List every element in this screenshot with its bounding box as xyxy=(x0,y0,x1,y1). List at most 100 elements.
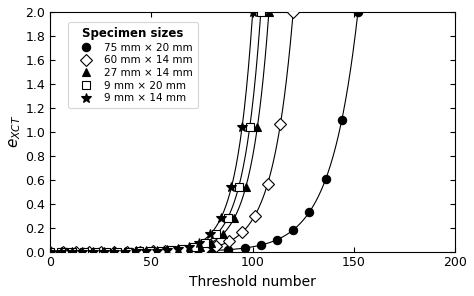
9 mm × 20 mm xyxy=(103,250,109,253)
75 mm × 20 mm xyxy=(145,250,150,253)
9 mm × 20 mm xyxy=(92,250,98,253)
27 mm × 14 mm xyxy=(59,250,64,253)
9 mm × 14 mm xyxy=(111,250,117,253)
27 mm × 14 mm xyxy=(139,250,145,253)
60 mm × 14 mm xyxy=(150,250,155,253)
9 mm × 14 mm xyxy=(143,250,149,253)
9 mm × 20 mm xyxy=(258,10,264,14)
60 mm × 14 mm xyxy=(252,214,258,217)
9 mm × 14 mm xyxy=(122,250,128,253)
Line: 27 mm × 14 mm: 27 mm × 14 mm xyxy=(46,8,273,256)
X-axis label: Threshold number: Threshold number xyxy=(189,275,316,289)
75 mm × 20 mm xyxy=(161,250,166,253)
60 mm × 14 mm xyxy=(201,247,207,250)
60 mm × 14 mm xyxy=(73,250,79,253)
60 mm × 14 mm xyxy=(188,248,194,252)
27 mm × 14 mm xyxy=(266,10,272,14)
27 mm × 14 mm xyxy=(185,247,191,251)
75 mm × 20 mm xyxy=(64,250,69,253)
27 mm × 14 mm xyxy=(82,250,88,253)
75 mm × 20 mm xyxy=(177,250,182,253)
60 mm × 14 mm xyxy=(124,250,130,253)
75 mm × 20 mm xyxy=(258,243,264,247)
9 mm × 14 mm xyxy=(239,126,245,129)
27 mm × 14 mm xyxy=(71,250,76,253)
75 mm × 20 mm xyxy=(274,238,280,242)
60 mm × 14 mm xyxy=(175,249,181,252)
60 mm × 14 mm xyxy=(239,231,245,234)
9 mm × 14 mm xyxy=(47,250,53,253)
60 mm × 14 mm xyxy=(278,123,283,126)
75 mm × 20 mm xyxy=(112,250,118,253)
Line: 9 mm × 20 mm: 9 mm × 20 mm xyxy=(46,8,265,256)
9 mm × 20 mm xyxy=(225,216,230,220)
9 mm × 14 mm xyxy=(228,186,234,189)
9 mm × 14 mm xyxy=(186,245,191,249)
9 mm × 14 mm xyxy=(218,217,224,220)
75 mm × 20 mm xyxy=(47,250,53,253)
9 mm × 14 mm xyxy=(207,233,213,236)
60 mm × 14 mm xyxy=(227,240,232,243)
9 mm × 20 mm xyxy=(247,126,253,129)
9 mm × 20 mm xyxy=(169,249,175,252)
9 mm × 20 mm xyxy=(236,185,241,189)
75 mm × 20 mm xyxy=(128,250,134,253)
Line: 60 mm × 14 mm: 60 mm × 14 mm xyxy=(46,8,297,256)
75 mm × 20 mm xyxy=(242,246,247,250)
Line: 9 mm × 14 mm: 9 mm × 14 mm xyxy=(46,7,257,257)
27 mm × 14 mm xyxy=(128,250,134,253)
Line: 75 mm × 20 mm: 75 mm × 20 mm xyxy=(46,8,362,256)
9 mm × 14 mm xyxy=(90,250,96,253)
27 mm × 14 mm xyxy=(220,232,226,236)
9 mm × 14 mm xyxy=(58,250,64,253)
75 mm × 20 mm xyxy=(80,250,85,253)
9 mm × 14 mm xyxy=(69,250,74,253)
60 mm × 14 mm xyxy=(99,250,104,253)
9 mm × 20 mm xyxy=(202,241,208,244)
75 mm × 20 mm xyxy=(96,250,102,253)
27 mm × 14 mm xyxy=(255,125,260,129)
9 mm × 14 mm xyxy=(197,241,202,244)
9 mm × 20 mm xyxy=(181,247,186,251)
9 mm × 14 mm xyxy=(250,10,255,14)
27 mm × 14 mm xyxy=(231,216,237,220)
9 mm × 14 mm xyxy=(175,247,181,251)
75 mm × 20 mm xyxy=(307,210,312,214)
60 mm × 14 mm xyxy=(111,250,117,253)
27 mm × 14 mm xyxy=(47,250,53,253)
60 mm × 14 mm xyxy=(47,250,53,253)
27 mm × 14 mm xyxy=(93,250,99,253)
9 mm × 20 mm xyxy=(136,250,142,253)
9 mm × 20 mm xyxy=(70,250,75,253)
27 mm × 14 mm xyxy=(163,249,168,253)
27 mm × 14 mm xyxy=(105,250,110,253)
75 mm × 20 mm xyxy=(323,178,328,181)
9 mm × 14 mm xyxy=(133,250,138,253)
9 mm × 20 mm xyxy=(214,233,219,236)
27 mm × 14 mm xyxy=(197,245,203,249)
60 mm × 14 mm xyxy=(214,244,219,248)
9 mm × 20 mm xyxy=(191,245,197,249)
9 mm × 14 mm xyxy=(80,250,85,253)
75 mm × 20 mm xyxy=(355,10,361,14)
9 mm × 14 mm xyxy=(100,250,106,253)
9 mm × 20 mm xyxy=(114,250,119,253)
27 mm × 14 mm xyxy=(243,185,249,189)
75 mm × 20 mm xyxy=(193,249,199,253)
9 mm × 20 mm xyxy=(158,249,164,253)
75 mm × 20 mm xyxy=(226,248,231,251)
27 mm × 14 mm xyxy=(151,250,157,253)
9 mm × 20 mm xyxy=(47,250,53,253)
75 mm × 20 mm xyxy=(339,118,345,122)
Y-axis label: $e_{XCT}$: $e_{XCT}$ xyxy=(7,115,23,149)
75 mm × 20 mm xyxy=(291,228,296,232)
60 mm × 14 mm xyxy=(163,250,168,253)
Legend: 75 mm × 20 mm, 60 mm × 14 mm, 27 mm × 14 mm, 9 mm × 20 mm, 9 mm × 14 mm: 75 mm × 20 mm, 60 mm × 14 mm, 27 mm × 14… xyxy=(68,22,198,108)
9 mm × 20 mm xyxy=(125,250,131,253)
60 mm × 14 mm xyxy=(265,182,271,186)
9 mm × 20 mm xyxy=(147,250,153,253)
60 mm × 14 mm xyxy=(86,250,91,253)
9 mm × 14 mm xyxy=(164,249,170,252)
27 mm × 14 mm xyxy=(209,241,214,244)
9 mm × 14 mm xyxy=(154,249,160,253)
